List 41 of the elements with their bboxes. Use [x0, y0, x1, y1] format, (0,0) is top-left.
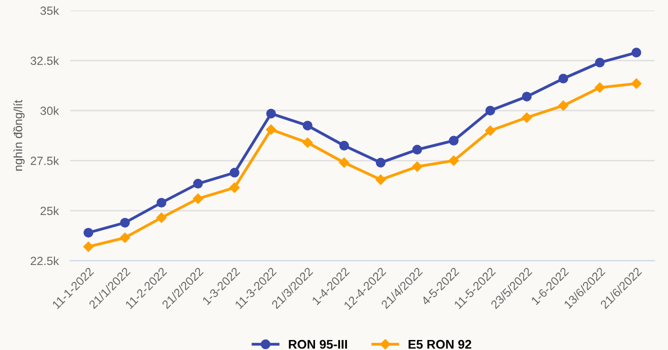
point	[339, 140, 349, 150]
point	[412, 144, 422, 154]
point	[193, 178, 203, 189]
y-tick-label: 25k	[40, 206, 60, 216]
point	[631, 78, 642, 89]
point	[83, 242, 94, 252]
point	[485, 106, 496, 116]
y-tick-label: 35k	[40, 6, 60, 15]
point	[522, 112, 532, 123]
point	[120, 218, 130, 228]
point	[229, 182, 240, 193]
legend-label: E5 RON 92	[408, 340, 472, 349]
point	[594, 82, 605, 93]
y-tick-label: 30k	[40, 106, 60, 115]
point	[302, 138, 313, 148]
point	[266, 124, 276, 135]
point	[594, 58, 605, 68]
point	[192, 194, 204, 204]
point	[156, 198, 166, 208]
point	[120, 232, 130, 243]
point	[266, 108, 276, 118]
y-tick-label: 22.5k	[30, 256, 60, 266]
point	[230, 168, 240, 178]
point	[632, 48, 642, 58]
y-tick-label: 32.5k	[30, 56, 60, 65]
point	[376, 174, 386, 185]
point	[412, 162, 422, 172]
point	[376, 158, 386, 168]
y-axis-title: nghìn đồng/lít	[13, 100, 25, 171]
point	[448, 156, 459, 166]
point	[485, 126, 496, 136]
point	[558, 74, 568, 84]
point	[522, 92, 532, 102]
y-tick-label: 27.5k	[30, 156, 60, 166]
point	[302, 120, 312, 130]
point	[448, 136, 459, 146]
point	[84, 228, 94, 238]
point	[156, 212, 167, 223]
point	[558, 100, 568, 111]
point	[339, 158, 350, 168]
legend-label: RON 95-III	[288, 340, 347, 349]
